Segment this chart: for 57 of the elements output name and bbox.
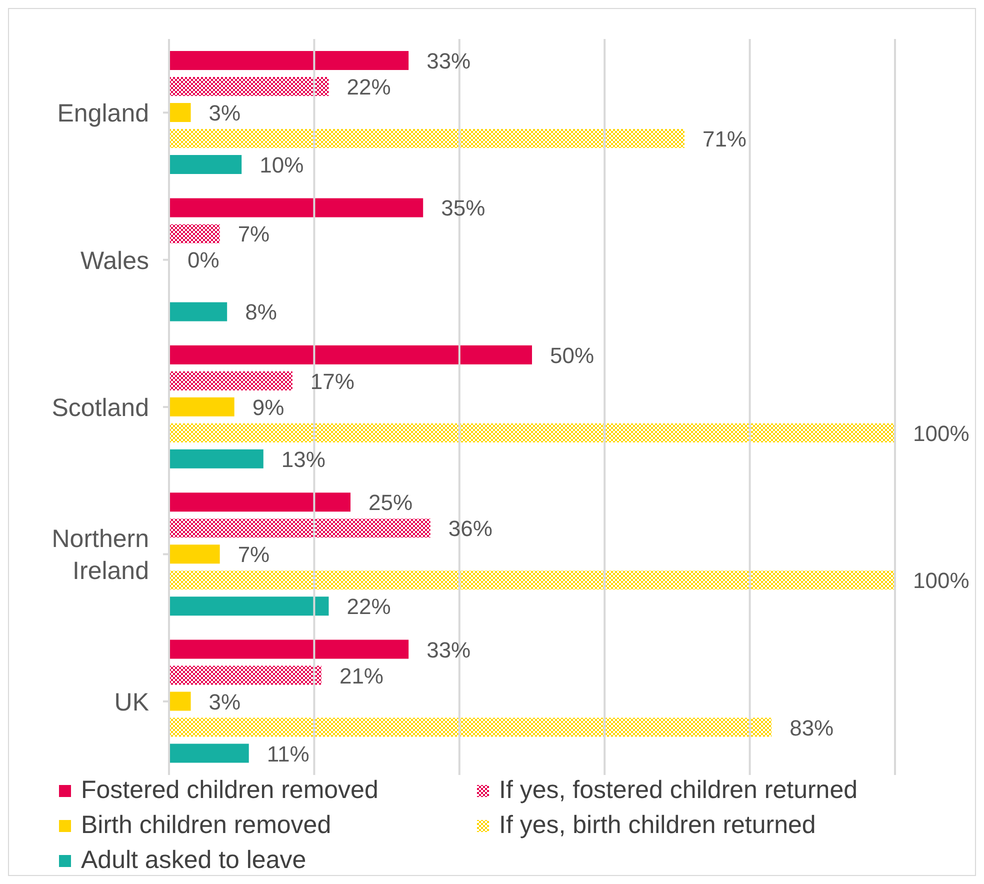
- data-label: 0%: [188, 248, 220, 273]
- data-label: 100%: [913, 568, 970, 594]
- data-label: 36%: [448, 516, 492, 542]
- data-label: 8%: [245, 300, 277, 325]
- data-label: 33%: [426, 48, 471, 74]
- bar: [169, 640, 409, 659]
- bar: [169, 596, 329, 616]
- bar: [169, 718, 772, 737]
- data-label: 50%: [550, 342, 594, 368]
- data-label: 22%: [346, 594, 391, 620]
- data-label: 83%: [790, 715, 834, 740]
- bar: [169, 198, 424, 218]
- data-label: 21%: [339, 663, 384, 688]
- legend-label: Adult asked to leave: [81, 846, 306, 875]
- legend-label: Fostered children removed: [81, 776, 378, 805]
- bar: [169, 345, 532, 364]
- data-label: 11%: [266, 741, 310, 766]
- data-label: 10%: [260, 152, 304, 178]
- bar: [169, 544, 220, 564]
- data-label: 3%: [208, 689, 241, 714]
- data-label: 3%: [208, 100, 241, 126]
- legend-label: Birth children removed: [81, 811, 332, 840]
- y-tick-label: Wales: [80, 246, 149, 275]
- y-tick-label: England: [57, 100, 149, 128]
- legend-label: If yes, birth children returned: [499, 811, 816, 840]
- y-tick-label: Scotland: [52, 394, 149, 422]
- bar: [169, 103, 191, 122]
- data-label: 33%: [426, 637, 471, 662]
- legend-label: If yes, fostered children returned: [499, 776, 858, 805]
- y-tick-label: UK: [114, 688, 150, 716]
- bar: [169, 692, 191, 711]
- data-label: 13%: [281, 446, 326, 472]
- bar: [169, 77, 329, 96]
- data-label: 71%: [702, 126, 747, 152]
- bar: [169, 492, 350, 512]
- bar: [169, 397, 234, 416]
- bar: [169, 423, 895, 442]
- bar: [169, 302, 228, 322]
- data-label: 7%: [238, 222, 270, 247]
- bar: [169, 666, 322, 685]
- data-label: 100%: [913, 420, 970, 446]
- data-label: 35%: [441, 196, 486, 221]
- bar: [169, 449, 264, 468]
- bar: [169, 224, 220, 244]
- bar: [169, 371, 292, 390]
- bar: [169, 744, 249, 763]
- bar: [169, 51, 409, 70]
- bar: [169, 570, 895, 590]
- data-label: 22%: [346, 74, 391, 100]
- data-label: 9%: [252, 394, 284, 420]
- y-tick-label: Northern Ireland: [52, 525, 149, 586]
- bar: [169, 129, 684, 148]
- data-label: 25%: [368, 490, 413, 516]
- data-label: 17%: [310, 368, 354, 394]
- data-label: 7%: [238, 542, 270, 568]
- bar: [169, 518, 430, 538]
- bar: [169, 155, 242, 174]
